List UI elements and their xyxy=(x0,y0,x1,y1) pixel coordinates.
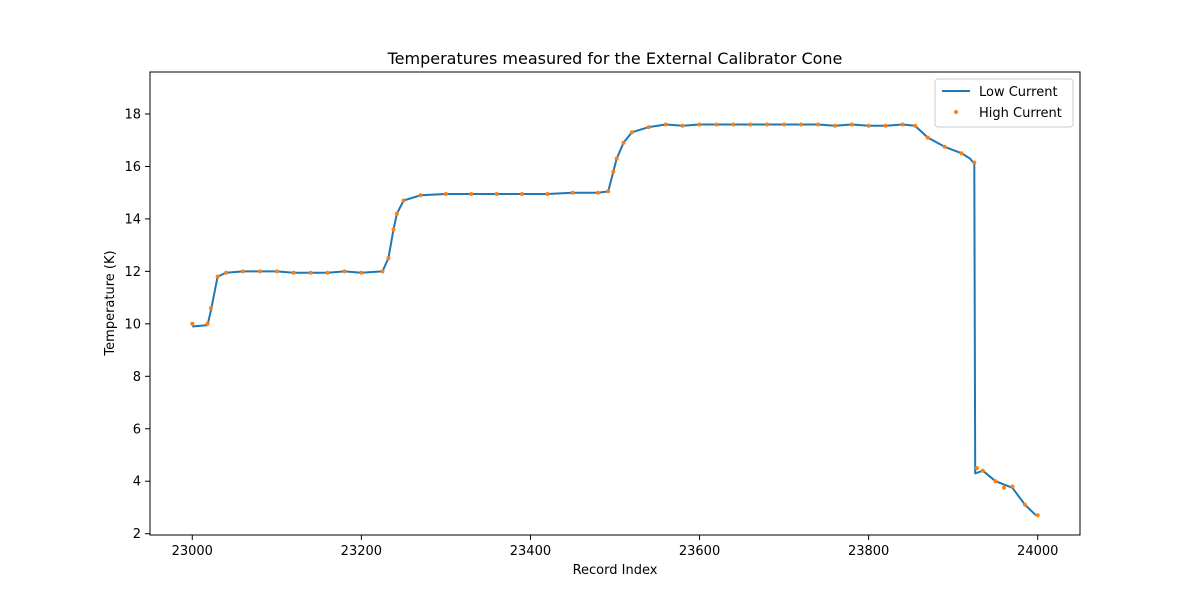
data-point-high-current xyxy=(765,122,770,127)
data-point-high-current xyxy=(832,123,837,128)
data-point-high-current xyxy=(325,270,330,275)
y-tick-label: 10 xyxy=(124,317,141,332)
legend-dot-swatch xyxy=(954,110,958,114)
data-point-high-current xyxy=(190,321,195,326)
data-point-high-current xyxy=(993,479,998,484)
y-tick-label: 2 xyxy=(133,527,141,542)
data-point-high-current xyxy=(611,169,616,174)
data-point-high-current xyxy=(925,135,930,140)
data-point-high-current xyxy=(205,321,210,326)
data-point-high-current xyxy=(1023,502,1027,507)
data-point-high-current xyxy=(980,468,985,473)
data-point-high-current xyxy=(386,256,391,261)
data-point-high-current xyxy=(215,274,220,279)
data-point-high-current xyxy=(596,190,601,195)
data-point-high-current xyxy=(913,123,918,128)
data-point-high-current xyxy=(606,189,611,194)
data-point-high-current xyxy=(883,123,888,128)
data-point-high-current xyxy=(731,122,736,127)
data-point-high-current xyxy=(866,123,871,128)
data-point-high-current xyxy=(291,270,296,275)
data-point-high-current xyxy=(680,123,685,128)
data-point-high-current xyxy=(614,156,619,161)
data-point-high-current xyxy=(570,190,575,195)
data-point-high-current xyxy=(494,192,499,196)
y-tick-label: 12 xyxy=(124,265,141,280)
x-tick-label: 24000 xyxy=(1017,544,1058,559)
data-point-high-current xyxy=(257,269,262,274)
data-point-high-current xyxy=(1035,513,1040,518)
data-point-high-current xyxy=(646,125,651,130)
data-point-high-current xyxy=(663,122,668,127)
x-tick-label: 23800 xyxy=(848,544,889,559)
data-point-high-current xyxy=(629,130,634,135)
data-point-high-current xyxy=(849,122,854,127)
data-point-high-current xyxy=(401,198,406,203)
data-point-high-current xyxy=(342,269,347,274)
x-tick-label: 23600 xyxy=(679,544,720,559)
data-point-high-current xyxy=(224,270,229,275)
y-axis-title: Temperature (K) xyxy=(103,250,118,356)
data-point-high-current xyxy=(799,122,803,127)
data-point-high-current xyxy=(469,192,474,196)
data-point-high-current xyxy=(520,192,524,196)
x-tick-label: 23400 xyxy=(510,544,551,559)
data-point-high-current xyxy=(621,140,626,145)
data-point-high-current xyxy=(942,144,947,149)
legend: Low Current High Current xyxy=(934,78,1074,128)
data-point-high-current xyxy=(208,306,213,311)
data-point-high-current xyxy=(1010,484,1015,489)
data-point-high-current xyxy=(359,270,364,275)
chart-title: Temperatures measured for the External C… xyxy=(387,49,843,68)
data-point-high-current xyxy=(391,227,396,232)
y-tick-label: 6 xyxy=(133,422,141,437)
y-tick-label: 18 xyxy=(124,107,141,122)
y-tick-label: 16 xyxy=(124,160,141,175)
axes-frame xyxy=(149,71,1081,536)
y-tick-label: 8 xyxy=(133,370,141,385)
data-point-high-current xyxy=(380,269,385,274)
x-axis: 23000 23200 23400 23600 23800 24000 xyxy=(172,535,1058,559)
data-point-high-current xyxy=(308,270,313,275)
data-point-high-current xyxy=(782,122,787,127)
data-point-high-current xyxy=(972,160,977,165)
x-axis-title: Record Index xyxy=(573,563,658,578)
legend-label-low-current: Low Current xyxy=(979,85,1058,100)
data-point-high-current xyxy=(959,151,964,156)
x-tick-label: 23200 xyxy=(341,544,382,559)
x-tick-label: 23000 xyxy=(172,544,213,559)
y-tick-label: 14 xyxy=(124,212,141,227)
data-point-high-current xyxy=(241,269,245,274)
data-point-high-current xyxy=(900,122,905,127)
y-tick-label: 4 xyxy=(133,475,141,490)
data-point-high-current xyxy=(418,193,423,198)
data-point-high-current xyxy=(274,269,279,274)
data-point-high-current xyxy=(748,122,753,127)
data-point-high-current xyxy=(714,122,719,127)
data-point-high-current xyxy=(974,466,979,471)
data-point-high-current xyxy=(697,122,702,127)
data-point-high-current xyxy=(545,192,550,196)
data-point-high-current xyxy=(394,211,399,216)
data-point-high-current xyxy=(815,122,820,127)
legend-label-high-current: High Current xyxy=(979,106,1062,121)
data-point-high-current xyxy=(1001,485,1006,490)
y-axis: 2 4 6 8 10 12 14 16 18 xyxy=(124,107,150,542)
plot-area xyxy=(190,122,1040,518)
data-point-high-current xyxy=(443,192,448,196)
